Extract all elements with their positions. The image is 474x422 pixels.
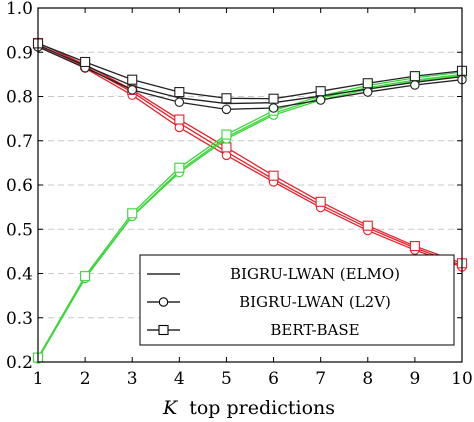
data-point-square (221, 129, 232, 140)
data-point-square (80, 271, 91, 282)
data-point-circle (315, 95, 326, 105)
series-line (37, 42, 463, 100)
x-tick-label: 3 (127, 369, 138, 389)
data-point-square (221, 142, 232, 153)
x-tick-label: 10 (451, 369, 473, 389)
x-tick-label: 1 (33, 369, 44, 389)
x-tick-label: 5 (221, 369, 232, 389)
x-tick-label: 8 (362, 369, 373, 389)
data-point-square (127, 208, 138, 219)
series-precision-circle (33, 41, 467, 272)
data-point-circle (158, 297, 169, 307)
series-line (37, 71, 463, 358)
y-tick-label: 0.5 (6, 220, 33, 240)
y-tick-label: 0.2 (6, 353, 33, 373)
series-precision-square (32, 37, 468, 269)
series-line (37, 46, 463, 110)
series-line (37, 42, 463, 264)
x-tick-label: 7 (315, 369, 326, 389)
legend-label: BIGRU-LWAN (L2V) (239, 293, 391, 311)
data-point-circle (127, 85, 137, 95)
data-point-square (362, 220, 373, 231)
data-point-circle (221, 104, 232, 115)
legend-label: BERT-BASE (270, 321, 359, 339)
series-line (37, 44, 463, 105)
axis-ticks: 1 2 3 4 5 6 7 8 9 10 0.2 0.3 0.4 0.5 0.6 0.7 0.8 0.9 1.0 (6, 0, 473, 389)
x-tick-label: 6 (268, 369, 279, 389)
x-tick-label: 9 (409, 369, 420, 389)
y-tick-label: 1.0 (6, 0, 33, 19)
data-point-circle (174, 97, 185, 108)
data-point-circle (410, 80, 420, 90)
x-axis-label: K top predictions (162, 397, 335, 419)
data-point-circle (268, 103, 279, 113)
legend-box (139, 254, 455, 346)
data-point-square (174, 87, 185, 98)
data-point-square (268, 93, 279, 104)
data-point-square (80, 56, 91, 68)
legend: BIGRU-LWAN (ELMO) BIGRU-LWAN (L2V) BERT-BA… (139, 254, 455, 346)
data-point-square (315, 86, 326, 97)
y-tick-label: 0.4 (6, 265, 33, 285)
data-point-square (158, 324, 169, 336)
y-tick-label: 0.7 (6, 132, 33, 152)
x-tick-label: 4 (174, 369, 185, 389)
y-tick-label: 0.6 (6, 176, 33, 196)
data-point-square (409, 241, 420, 252)
data-point-square (174, 162, 185, 173)
y-tick-label: 0.9 (6, 43, 33, 63)
data-point-square (409, 71, 420, 82)
y-tick-label: 0.3 (6, 309, 33, 329)
data-point-circle (363, 87, 373, 97)
data-point-square (127, 74, 138, 85)
data-point-square (362, 78, 373, 89)
gridlines (38, 51, 462, 319)
data-point-square (221, 93, 232, 104)
data-point-square (268, 170, 279, 181)
data-point-square (174, 114, 185, 125)
y-tick-label: 0.8 (6, 88, 33, 108)
x-tick-label: 2 (80, 369, 91, 389)
legend-label: BIGRU-LWAN (ELMO) (230, 265, 400, 283)
data-point-square (315, 196, 326, 207)
series-f1-none (37, 44, 463, 105)
series-line (37, 45, 463, 268)
